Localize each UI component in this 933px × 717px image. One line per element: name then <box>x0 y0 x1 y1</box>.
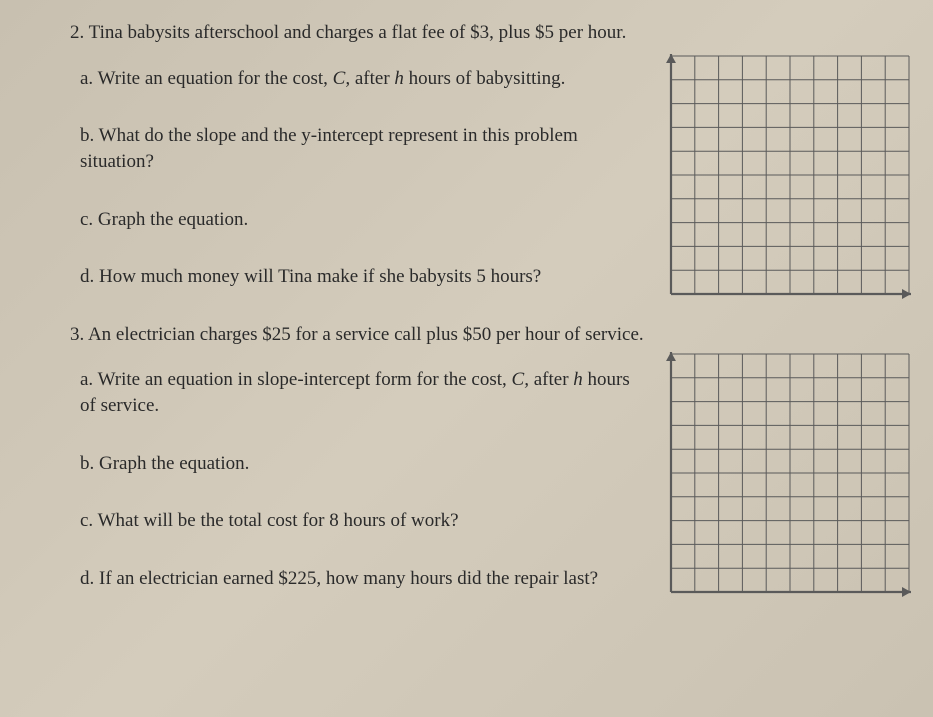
q2a-var-c: C, <box>333 68 350 89</box>
q3-graph-grid <box>653 350 913 610</box>
q2-part-d: d. How much money will Tina make if she … <box>80 264 700 290</box>
q2-part-a: a. Write an equation for the cost, C, af… <box>80 66 630 92</box>
grid-svg <box>653 52 913 312</box>
q2a-text-post: hours of babysitting. <box>404 68 566 89</box>
problem-2: 2. Tina babysits afterschool and charges… <box>70 20 903 290</box>
q3a-text-mid: after <box>529 369 573 390</box>
q2a-text-pre: a. Write an equation for the cost, <box>80 68 333 89</box>
q2-prompt: 2. Tina babysits afterschool and charges… <box>70 20 903 46</box>
grid-svg <box>653 350 913 610</box>
q3-part-c: c. What will be the total cost for 8 hou… <box>80 508 630 534</box>
problem-3: 3. An electrician charges $25 for a serv… <box>70 322 903 592</box>
q2-part-c: c. Graph the equation. <box>80 207 630 233</box>
q3-part-a: a. Write an equation in slope-intercept … <box>80 367 630 418</box>
q3-part-b: b. Graph the equation. <box>80 451 630 477</box>
q3a-var-h: h <box>573 369 583 390</box>
q3a-text-pre: a. Write an equation in slope-intercept … <box>80 369 512 390</box>
q2a-text-mid: after <box>350 68 394 89</box>
q3-part-d: d. If an electrician earned $225, how ma… <box>80 566 700 592</box>
q2a-var-h: h <box>394 68 404 89</box>
q2-part-b: b. What do the slope and the y-intercept… <box>80 123 630 174</box>
q3-prompt: 3. An electrician charges $25 for a serv… <box>70 322 870 348</box>
q3a-var-c: C, <box>512 369 529 390</box>
q2-graph-grid <box>653 52 913 312</box>
